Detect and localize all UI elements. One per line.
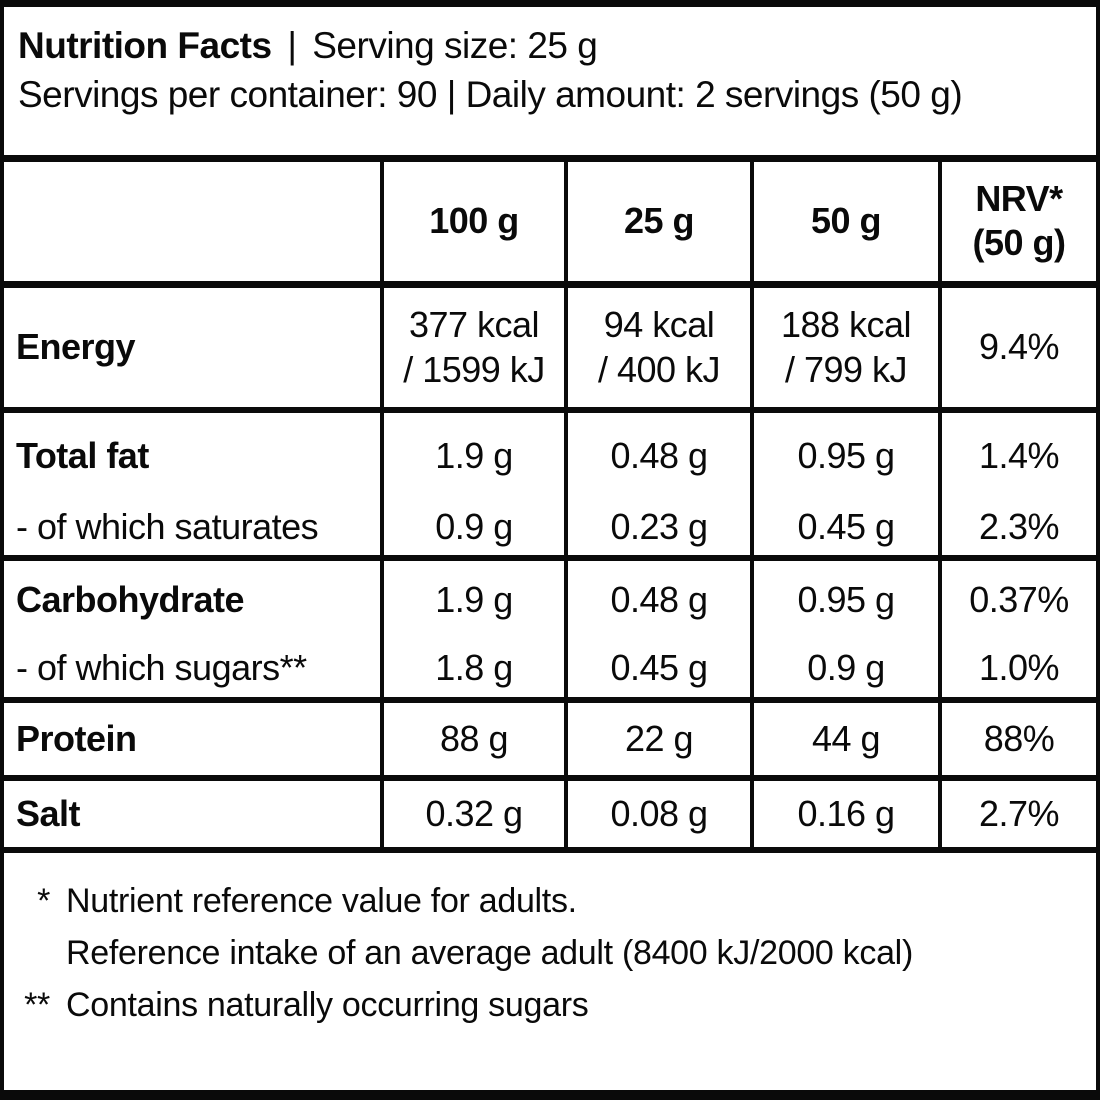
header-separator: | [287, 25, 297, 66]
value-25g: 0.48 g [564, 410, 752, 498]
value-100g: 1.9 g [380, 558, 566, 638]
footnote-nrv-line1: Nutrient reference value for adults. [66, 882, 577, 920]
value-nrv: 1.0% [938, 638, 1096, 703]
value-50g: 0.45 g [750, 498, 940, 561]
table-row-sugars: - of which sugars** 1.8 g 0.45 g 0.9 g 1… [4, 638, 1096, 703]
footnote-nrv-line2: Reference intake of an average adult (84… [66, 934, 913, 972]
value-nrv: 0.37% [938, 558, 1096, 638]
column-header-blank [4, 162, 382, 288]
value-100g: 0.32 g [380, 778, 566, 853]
column-header-25g: 25 g [564, 162, 752, 288]
row-label: Energy [4, 284, 382, 413]
row-label: Total fat [16, 434, 149, 476]
column-header-nrv: NRV* (50 g) [938, 162, 1096, 288]
energy-kcal: 377 kcal [408, 304, 540, 346]
footnote-marker-single-asterisk: * [37, 882, 50, 920]
value-100g: 0.9 g [380, 498, 566, 561]
row-label: Protein [4, 700, 382, 781]
energy-kj: / 400 kJ [597, 349, 721, 391]
table-row-total-fat: Total fat 1.9 g 0.48 g 0.95 g 1.4% [4, 410, 1096, 498]
serving-size-text: Serving size: 25 g [312, 25, 598, 66]
footnote-nrv: * Nutrient reference value for adults. [4, 875, 1086, 927]
label-header: Nutrition Facts | Serving size: 25 g Ser… [4, 7, 1096, 162]
column-header-100g: 100 g [380, 162, 566, 288]
energy-kj: / 1599 kJ [403, 349, 545, 391]
row-label: - of which sugars** [4, 638, 382, 703]
value-50g: 44 g [750, 700, 940, 781]
column-header-row: 100 g 25 g 50 g NRV* (50 g) [4, 162, 1096, 288]
footnote-sugars-text: Contains naturally occurring sugars [66, 986, 589, 1024]
value-50g: 0.16 g [750, 778, 940, 853]
value-nrv: 2.3% [938, 498, 1096, 561]
energy-kcal: 188 kcal [780, 304, 912, 346]
footnote-nrv-continued: Reference intake of an average adult (84… [4, 927, 1086, 979]
value-25g: 0.23 g [564, 498, 752, 561]
value-100g: 1.8 g [380, 638, 566, 703]
value-25g: 22 g [564, 700, 752, 781]
nrv-header-line2: (50 g) [972, 222, 1066, 264]
footnote-sugars: ** Contains naturally occurring sugars [4, 979, 1086, 1031]
footnotes: * Nutrient reference value for adults. R… [4, 853, 1096, 1031]
value-25g: 0.45 g [564, 638, 752, 703]
table-row-salt: Salt 0.32 g 0.08 g 0.16 g 2.7% [4, 778, 1096, 853]
energy-value-100g: 377 kcal / 1599 kJ [380, 284, 566, 413]
energy-kcal: 94 kcal [603, 304, 715, 346]
table-row-carbohydrate: Carbohydrate 1.9 g 0.48 g 0.95 g 0.37% [4, 558, 1096, 638]
column-header-50g: 50 g [750, 162, 940, 288]
row-label: Carbohydrate [16, 578, 245, 620]
value-25g: 0.48 g [564, 558, 752, 638]
value-50g: 0.95 g [750, 558, 940, 638]
row-label: Salt [4, 778, 382, 853]
value-100g: 88 g [380, 700, 566, 781]
value-50g: 0.9 g [750, 638, 940, 703]
energy-kj: / 799 kJ [784, 349, 908, 391]
table-row-protein: Protein 88 g 22 g 44 g 88% [4, 700, 1096, 781]
value-100g: 1.9 g [380, 410, 566, 498]
energy-value-50g: 188 kcal / 799 kJ [750, 284, 940, 413]
value-nrv: 1.4% [938, 410, 1096, 498]
row-label: - of which saturates [4, 498, 382, 561]
value-25g: 0.08 g [564, 778, 752, 853]
value-nrv: 88% [938, 700, 1096, 781]
energy-value-25g: 94 kcal / 400 kJ [564, 284, 752, 413]
nrv-header-line1: NRV* [975, 178, 1063, 220]
table-row-energy: Energy 377 kcal / 1599 kJ 94 kcal / 400 … [4, 284, 1096, 413]
footnote-marker-double-asterisk: ** [24, 986, 50, 1024]
header-line-2: Servings per container: 90 | Daily amoun… [18, 74, 963, 115]
nutrition-table: 100 g 25 g 50 g NRV* (50 g) Energy 377 k… [4, 162, 1096, 853]
value-50g: 0.95 g [750, 410, 940, 498]
table-row-saturates: - of which saturates 0.9 g 0.23 g 0.45 g… [4, 498, 1096, 561]
energy-nrv: 9.4% [938, 284, 1096, 413]
label-title: Nutrition Facts [18, 25, 272, 66]
header-line-1: Nutrition Facts | Serving size: 25 g [18, 21, 1082, 70]
value-nrv: 2.7% [938, 778, 1096, 853]
